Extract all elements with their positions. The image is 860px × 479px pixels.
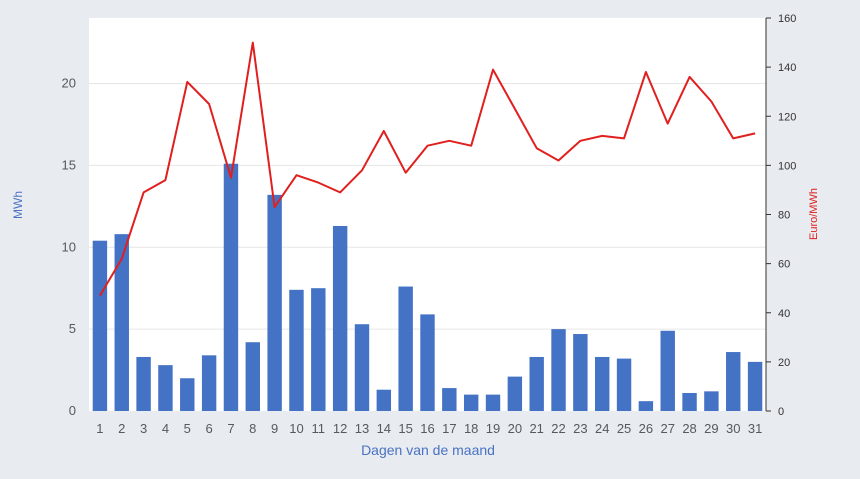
- x-tick-label: 26: [639, 421, 653, 436]
- y2-tick-label: 0: [778, 406, 784, 418]
- bar: [245, 342, 260, 411]
- bar: [201, 355, 217, 411]
- bar: [595, 356, 610, 411]
- x-tick-label: 2: [118, 421, 125, 436]
- x-tick-label: 23: [573, 421, 587, 436]
- bar: [747, 361, 763, 411]
- bar: [158, 365, 173, 411]
- x-tick-label: 12: [333, 421, 347, 436]
- bar: [726, 352, 741, 411]
- y2-tick-label: 80: [778, 210, 790, 222]
- y-axis-title: MWh: [11, 191, 25, 219]
- bar: [463, 394, 479, 411]
- bar: [442, 388, 457, 411]
- bar: [289, 289, 304, 411]
- bar: [704, 391, 719, 411]
- bar: [136, 356, 151, 411]
- x-tick-label: 1: [96, 421, 103, 436]
- bar: [354, 324, 370, 411]
- y2-tick-label: 20: [778, 357, 790, 369]
- bar: [551, 329, 566, 411]
- x-tick-label: 20: [508, 421, 522, 436]
- x-tick-label: 14: [377, 421, 391, 436]
- bar: [267, 194, 282, 411]
- x-tick-label: 27: [660, 421, 674, 436]
- x-tick-label: 29: [704, 421, 718, 436]
- x-tick-label: 4: [162, 421, 169, 436]
- x-tick-label: 17: [442, 421, 456, 436]
- bar: [180, 378, 195, 411]
- bar: [682, 392, 697, 411]
- y2-tick-label: 120: [778, 111, 796, 123]
- x-tick-label: 18: [464, 421, 478, 436]
- y2-tick-label: 140: [778, 62, 796, 74]
- y-tick-label: 10: [62, 239, 76, 254]
- x-axis-ticks: 1 2 3 4 5 6 7 8 9 10 11 12 13 14 15 16 17 18 19 20 21 22 23 24 2…: [96, 421, 762, 436]
- x-tick-label: 6: [205, 421, 212, 436]
- x-tick-label: 7: [227, 421, 234, 436]
- y-tick-label: 15: [62, 157, 76, 172]
- bar: [660, 330, 675, 411]
- price-line: [99, 41, 756, 297]
- bar: [114, 234, 129, 411]
- bar: [311, 288, 326, 411]
- bar: [376, 389, 392, 411]
- y2-tick-label: 60: [778, 259, 790, 271]
- left-axis-ticks: 0 5 10 15 20: [62, 76, 76, 419]
- x-tick-label: 22: [551, 421, 565, 436]
- x-tick-label: 3: [140, 421, 147, 436]
- x-tick-label: 13: [355, 421, 369, 436]
- x-tick-label: 31: [748, 421, 762, 436]
- bar-series: [92, 163, 763, 411]
- y-tick-label: 5: [69, 321, 76, 336]
- x-axis-title: Dagen van de maand: [361, 442, 495, 458]
- bar: [485, 394, 501, 411]
- bar: [529, 356, 544, 411]
- x-tick-label: 25: [617, 421, 631, 436]
- x-tick-label: 10: [289, 421, 303, 436]
- x-tick-label: 8: [249, 421, 256, 436]
- bar: [92, 240, 108, 411]
- bar: [507, 376, 523, 411]
- bar: [398, 286, 413, 411]
- bar: [332, 225, 348, 411]
- x-tick-label: 11: [312, 421, 326, 436]
- y-tick-label: 20: [62, 76, 76, 91]
- line-series: [99, 41, 756, 297]
- x-tick-label: 15: [398, 421, 412, 436]
- bar: [223, 163, 239, 411]
- x-tick-label: 30: [726, 421, 740, 436]
- x-tick-label: 24: [595, 421, 609, 436]
- bar: [616, 358, 632, 411]
- x-tick-label: 16: [420, 421, 434, 436]
- bar: [638, 401, 654, 411]
- bar: [573, 334, 588, 411]
- x-tick-label: 28: [682, 421, 696, 436]
- x-tick-label: 9: [271, 421, 278, 436]
- y2-tick-label: 100: [778, 160, 796, 172]
- y-tick-label: 0: [69, 403, 76, 418]
- right-axis-ticks: 0 20 40 60 80 100 120 140 160: [766, 13, 796, 418]
- x-tick-label: 5: [184, 421, 191, 436]
- x-tick-label: 19: [486, 421, 500, 436]
- bar: [420, 314, 435, 411]
- y2-tick-label: 40: [778, 308, 790, 320]
- y2-tick-label: 160: [778, 13, 796, 25]
- x-tick-label: 21: [529, 421, 543, 436]
- y2-axis-title: Euro/MWh: [808, 188, 820, 240]
